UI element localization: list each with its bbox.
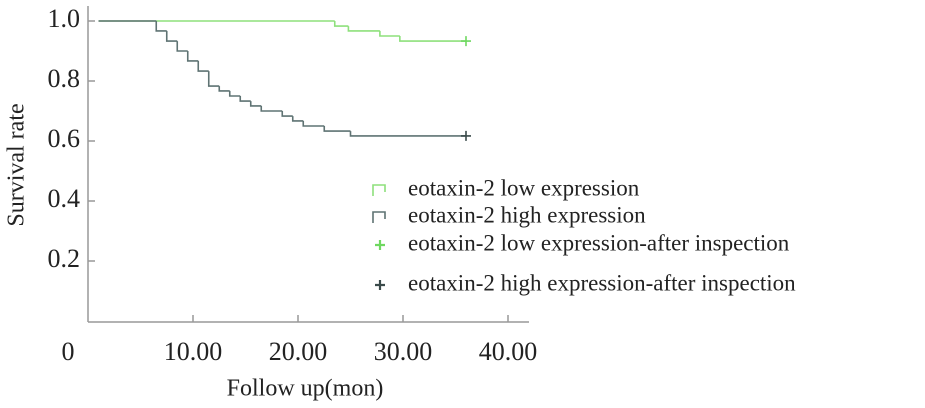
survival-step bbox=[323, 126, 351, 132]
survival-step bbox=[333, 21, 349, 27]
survival-step bbox=[302, 120, 325, 127]
survival-step bbox=[291, 116, 304, 122]
legend-label: eotaxin-2 low expression bbox=[408, 175, 640, 200]
censor-mark bbox=[461, 36, 471, 47]
y-tick-label: 0.6 bbox=[48, 124, 81, 153]
survival-step bbox=[249, 101, 262, 107]
survival-step bbox=[218, 86, 230, 92]
survival-step bbox=[239, 96, 251, 102]
x-tick-label: 20.00 bbox=[269, 337, 328, 366]
survival-step bbox=[176, 41, 188, 52]
legend-symbol bbox=[372, 211, 386, 223]
legend-symbol bbox=[375, 240, 385, 250]
survival-step bbox=[281, 111, 293, 117]
survival-step bbox=[186, 51, 199, 62]
survival-step bbox=[228, 90, 241, 97]
legend-label: eotaxin-2 low expression-after inspectio… bbox=[408, 230, 790, 255]
survival-step bbox=[347, 26, 380, 32]
x-tick-label: 40.00 bbox=[479, 337, 538, 366]
survival-step bbox=[379, 30, 400, 37]
x-tick-label: 10.00 bbox=[164, 337, 223, 366]
y-tick-label: 0.2 bbox=[48, 244, 81, 273]
y-axis-label: Survival rate bbox=[4, 103, 30, 226]
legend-label: eotaxin-2 high expression bbox=[408, 202, 646, 227]
x-tick-label: 0 bbox=[62, 337, 75, 366]
legend-label: eotaxin-2 high expression-after inspecti… bbox=[408, 270, 796, 295]
survival-step bbox=[399, 36, 466, 42]
x-tick-label: 30.00 bbox=[374, 337, 433, 366]
survival-step bbox=[165, 30, 178, 42]
y-tick-label: 1.0 bbox=[48, 4, 81, 33]
censor-mark bbox=[461, 130, 471, 141]
y-tick-label: 0.4 bbox=[48, 184, 81, 213]
survival-step bbox=[155, 21, 167, 32]
survival-step bbox=[260, 105, 283, 112]
y-tick-label: 0.8 bbox=[48, 64, 81, 93]
survival-step bbox=[197, 60, 209, 72]
legend-symbol bbox=[375, 280, 385, 290]
survival-step bbox=[207, 71, 220, 87]
legend-symbol bbox=[372, 184, 386, 196]
survival-step bbox=[349, 131, 466, 137]
x-axis-label: Follow up(mon) bbox=[227, 376, 384, 402]
